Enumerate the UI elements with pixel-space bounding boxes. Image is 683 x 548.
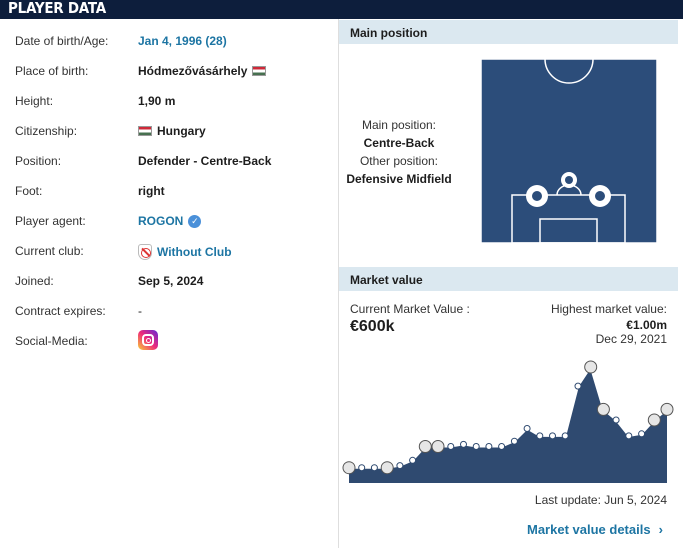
info-label: Current club: xyxy=(15,244,84,258)
market-value-header: Market value xyxy=(339,267,678,291)
chart-club-crest-point[interactable] xyxy=(660,402,674,416)
info-row-agent: Player agent: ROGON ✓ xyxy=(0,206,338,236)
info-row-foot: Foot: right xyxy=(0,176,338,206)
info-row-contract: Contract expires: - xyxy=(0,296,338,326)
info-label: Date of birth/Age: xyxy=(15,34,109,48)
chart-point[interactable] xyxy=(485,443,493,450)
position-marker-inner xyxy=(593,189,607,203)
info-label: Height: xyxy=(15,94,54,108)
info-label: Joined: xyxy=(15,274,54,288)
chart-point[interactable] xyxy=(370,464,378,472)
chart-club-crest-point[interactable] xyxy=(647,413,661,427)
birthplace-text: Hódmezővásárhely xyxy=(138,64,248,78)
chart-point[interactable] xyxy=(536,432,544,440)
info-label: Position: xyxy=(15,154,62,168)
side-panel: Main position Main position: Centre-Back… xyxy=(338,19,683,548)
info-row-birthplace: Place of birth: Hódmezővásárhely xyxy=(0,56,338,86)
position-marker-inner xyxy=(530,189,544,203)
chart-club-crest-point[interactable] xyxy=(380,461,394,475)
center-circle xyxy=(544,59,594,84)
hungary-flag-icon xyxy=(252,66,267,76)
info-value: Hódmezővásárhely xyxy=(138,64,267,78)
info-row-dob: Date of birth/Age: Jan 4, 1996 (28) xyxy=(0,26,338,56)
other-position-value: Defensive Midfield xyxy=(346,172,452,186)
no-club-crest-icon xyxy=(138,244,152,260)
chart-point[interactable] xyxy=(510,437,518,445)
agent-link[interactable]: ROGON xyxy=(138,214,184,228)
info-row-club: Current club: Without Club xyxy=(0,236,338,266)
info-row-social: Social-Media: xyxy=(0,326,338,356)
info-value: Without Club xyxy=(138,244,232,260)
chart-point[interactable] xyxy=(460,440,467,448)
highest-market-value: €1.00m xyxy=(626,318,667,332)
pitch-field xyxy=(481,59,657,243)
info-label: Place of birth: xyxy=(15,64,89,78)
chart-point[interactable] xyxy=(625,432,633,440)
info-label: Foot: xyxy=(15,184,43,198)
info-label: Citizenship: xyxy=(15,124,78,138)
chart-club-crest-point[interactable] xyxy=(584,360,598,374)
chart-point[interactable] xyxy=(612,416,620,424)
position-marker-inner xyxy=(565,176,573,184)
info-label: Contract expires: xyxy=(15,304,106,318)
chart-point[interactable] xyxy=(561,432,569,440)
chart-point[interactable] xyxy=(472,443,480,450)
chart-point[interactable] xyxy=(523,425,531,432)
goal-area xyxy=(539,218,598,243)
chart-point[interactable] xyxy=(409,456,417,464)
main-position-header: Main position xyxy=(339,20,678,44)
pitch-diagram xyxy=(481,59,657,243)
chevron-right-icon: › xyxy=(658,522,663,537)
chart-point[interactable] xyxy=(638,430,646,438)
info-value: Defender - Centre-Back xyxy=(138,154,272,168)
current-market-value: €600k xyxy=(350,318,395,335)
citizenship-text: Hungary xyxy=(157,124,206,138)
chart-club-crest-point[interactable] xyxy=(596,402,610,416)
chart-point[interactable] xyxy=(574,382,582,390)
highest-market-value-label: Highest market value: xyxy=(550,302,667,316)
info-label: Player agent: xyxy=(15,214,86,228)
info-value: - xyxy=(138,304,142,318)
chart-point[interactable] xyxy=(549,432,556,440)
info-row-height: Height: 1,90 m xyxy=(0,86,338,116)
details-link-text: Market value details xyxy=(527,522,651,537)
info-value: Hungary xyxy=(138,124,206,138)
main-position-value: Centre-Back xyxy=(363,136,435,150)
info-value: 1,90 m xyxy=(138,94,176,108)
chart-point[interactable] xyxy=(358,464,366,472)
chart-area xyxy=(349,367,667,483)
other-position-label: Other position: xyxy=(359,154,439,168)
penalty-area xyxy=(511,194,626,243)
market-value-chart[interactable] xyxy=(341,355,681,485)
chart-point[interactable] xyxy=(396,462,404,470)
market-value-details-link[interactable]: Market value details › xyxy=(527,522,663,537)
chart-point[interactable] xyxy=(447,443,455,450)
instagram-icon[interactable] xyxy=(138,330,158,350)
hungary-flag-icon xyxy=(138,126,152,136)
chart-club-crest-point[interactable] xyxy=(342,461,356,475)
info-value xyxy=(138,330,158,350)
verified-check-icon: ✓ xyxy=(188,214,202,228)
chart-club-crest-point[interactable] xyxy=(418,440,432,453)
chart-point[interactable] xyxy=(498,443,506,450)
main-position-label: Main position: xyxy=(361,118,437,132)
dob-link[interactable]: Jan 4, 1996 (28) xyxy=(138,34,227,48)
current-market-value-label: Current Market Value : xyxy=(350,302,470,316)
section-title: PLAYER DATA xyxy=(8,0,107,17)
info-row-citizenship: Citizenship: Hungary xyxy=(0,116,338,146)
info-value: right xyxy=(138,184,165,198)
info-value: ROGON ✓ xyxy=(138,214,202,228)
chart-club-crest-point[interactable] xyxy=(431,440,445,453)
club-link[interactable]: Without Club xyxy=(157,245,232,259)
info-label: Social-Media: xyxy=(15,334,88,348)
info-row-position: Position: Defender - Centre-Back xyxy=(0,146,338,176)
page-header: PLAYER DATA xyxy=(0,0,683,19)
info-value: Sep 5, 2024 xyxy=(138,274,204,288)
last-update-text: Last update: Jun 5, 2024 xyxy=(534,493,667,507)
player-data-panel: Date of birth/Age: Jan 4, 1996 (28) Plac… xyxy=(0,19,338,548)
info-row-joined: Joined: Sep 5, 2024 xyxy=(0,266,338,296)
highest-market-value-date: Dec 29, 2021 xyxy=(595,332,667,346)
